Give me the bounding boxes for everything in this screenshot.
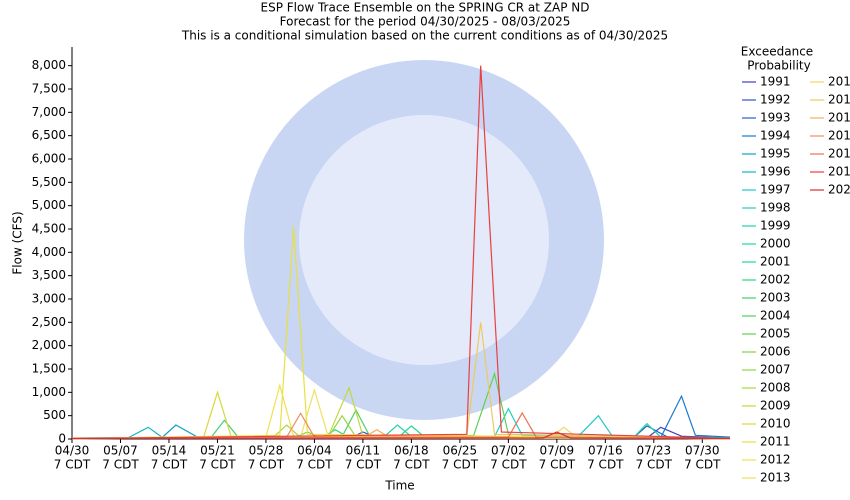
x-tick-label: 7 CDT [296,458,333,472]
legend-label: 2000 [760,237,791,251]
legend-label: 1997 [760,183,791,197]
legend-label: 2018 [828,147,850,161]
legend-label: 2014 [828,75,850,89]
legend-label: 2007 [760,363,791,377]
watermark [244,60,604,420]
legend-label: 1999 [760,219,791,233]
x-tick-label: 7 CDT [539,458,576,472]
x-tick-label: 7 CDT [684,458,721,472]
legend-label: 2019 [828,165,850,179]
y-tick-label: 500 [43,408,66,422]
x-tick-label: 05/07 [103,444,138,458]
chart-subtitle: This is a conditional simulation based o… [181,29,668,43]
x-tick-label: 7 CDT [442,458,479,472]
legend-label: 2008 [760,381,791,395]
x-tick-label: 7 CDT [54,458,91,472]
legend-label: 2001 [760,255,791,269]
legend-label: 2020 [828,183,850,197]
y-tick-label: 1,500 [32,362,66,376]
y-tick-label: 4,500 [32,222,66,236]
legend-label: 1998 [760,201,791,215]
x-tick-label: 07/02 [491,444,526,458]
series-line [71,65,731,440]
y-axis-label: Flow (CFS) [11,211,25,274]
legend-label: 1996 [760,165,791,179]
x-tick-label: 05/14 [152,444,187,458]
y-tick-label: 0 [58,432,66,446]
x-tick-label: 7 CDT [199,458,236,472]
legend-label: 1992 [760,93,791,107]
legend-label: 2002 [760,273,791,287]
y-tick-label: 4,000 [32,245,66,259]
y-tick-label: 1,000 [32,385,66,399]
x-tick-label: 7 CDT [102,458,139,472]
x-tick-label: 06/25 [443,444,478,458]
legend-label: 2009 [760,399,791,413]
y-tick-label: 5,500 [32,175,66,189]
series-line [71,411,731,440]
y-tick-label: 6,000 [32,152,66,166]
x-tick-label: 06/04 [297,444,332,458]
series-line [71,322,731,440]
x-tick-label: 07/23 [637,444,672,458]
x-tick-label: 7 CDT [151,458,188,472]
y-tick-label: 2,500 [32,315,66,329]
x-tick-label: 7 CDT [490,458,527,472]
legend-label: 2017 [828,129,850,143]
legend-label: 2015 [828,93,850,107]
x-tick-label: 06/18 [394,444,429,458]
x-tick-label: 04/30 [55,444,90,458]
legend-label: 2011 [760,435,791,449]
y-tick-label: 2,000 [32,338,66,352]
x-tick-label: 07/09 [540,444,575,458]
legend-title: Exceedance [741,45,813,59]
series-line [71,431,731,440]
y-tick-label: 6,500 [32,128,66,142]
legend-title: Probability [747,59,810,73]
legend-label: 1993 [760,111,791,125]
y-tick-label: 5,000 [32,198,66,212]
legend-label: 1995 [760,147,791,161]
x-tick-label: 7 CDT [345,458,382,472]
legend-label: 2004 [760,309,791,323]
legend-label: 1991 [760,75,791,89]
legend-label: 2010 [760,417,791,431]
legend-label: 2005 [760,327,791,341]
chart-subtitle: Forecast for the period 04/30/2025 - 08/… [280,15,571,29]
x-tick-label: 7 CDT [587,458,624,472]
y-tick-label: 8,000 [32,58,66,72]
legend-label: 2012 [760,453,791,467]
chart-title: ESP Flow Trace Ensemble on the SPRING CR… [261,1,590,15]
legend-label: 2013 [760,471,791,485]
x-tick-label: 06/11 [346,444,381,458]
legend-label: 2006 [760,345,791,359]
legend-label: 1994 [760,129,791,143]
x-tick-label: 05/28 [249,444,284,458]
x-tick-label: 7 CDT [393,458,430,472]
y-tick-label: 7,000 [32,105,66,119]
y-tick-label: 3,500 [32,268,66,282]
y-tick-label: 7,500 [32,82,66,96]
x-tick-label: 05/21 [200,444,235,458]
x-axis-label: Time [384,479,414,493]
legend-label: 2016 [828,111,850,125]
x-tick-label: 7 CDT [248,458,285,472]
legend-label: 2003 [760,291,791,305]
y-tick-label: 3,000 [32,292,66,306]
x-tick-label: 7 CDT [636,458,673,472]
x-tick-label: 07/30 [685,444,720,458]
x-tick-label: 07/16 [588,444,623,458]
